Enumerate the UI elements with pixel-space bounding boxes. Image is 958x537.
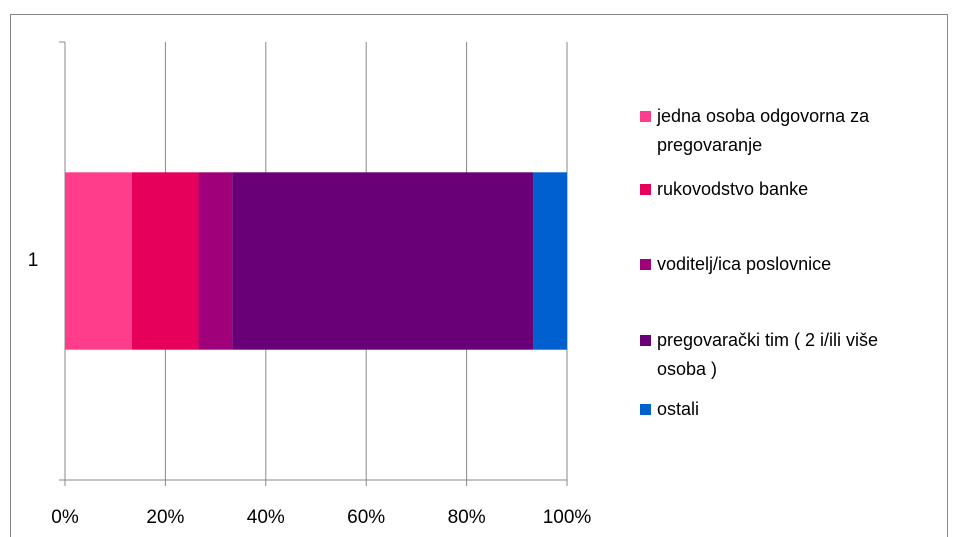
x-tick-label: 60%: [347, 507, 385, 528]
bar-segment: [131, 172, 199, 350]
legend-item: voditelj/ica poslovnice: [640, 250, 927, 279]
x-tick-label: 80%: [448, 507, 486, 528]
legend-swatch: [640, 111, 651, 122]
legend-label: voditelj/ica poslovnice: [657, 254, 832, 274]
bar-segment: [198, 172, 233, 350]
legend-swatch: [640, 184, 651, 195]
legend-label: rukovodstvo banke: [657, 179, 809, 199]
y-tick-label: 1: [28, 250, 39, 271]
legend-swatch: [640, 335, 651, 346]
x-tick-label: 40%: [247, 507, 285, 528]
legend-swatch: [640, 404, 651, 415]
legend-item: pregovarački tim ( 2 i/ili više osoba ): [640, 326, 927, 384]
legend-swatch: [640, 259, 651, 270]
legend-item: ostali: [640, 395, 927, 424]
legend-label: ostali: [657, 399, 700, 419]
legend-label: pregovarački tim ( 2 i/ili više osoba ): [657, 330, 879, 379]
chart-frame: [10, 14, 948, 537]
legend-item: jedna osoba odgovorna za pregovaranje: [640, 102, 927, 160]
legend-item: rukovodstvo banke: [640, 175, 927, 204]
bar-segment: [65, 172, 132, 350]
x-tick-label: 100%: [543, 507, 592, 528]
bar-segment: [232, 172, 534, 350]
legend-label: jedna osoba odgovorna za pregovaranje: [657, 106, 870, 155]
x-tick-label: 20%: [146, 507, 184, 528]
bar-segment: [533, 172, 567, 350]
x-tick-label: 0%: [51, 507, 79, 528]
